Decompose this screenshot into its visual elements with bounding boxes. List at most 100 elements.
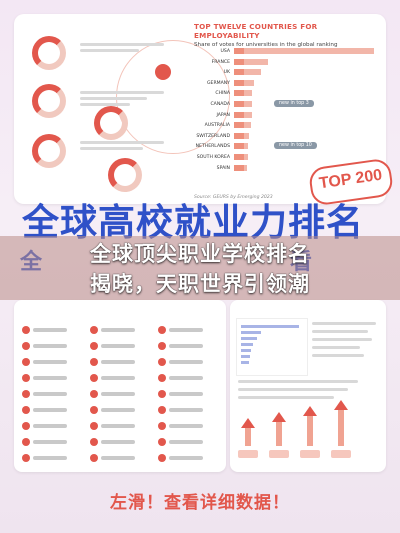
bar — [234, 164, 247, 171]
chart-callout: new in top 3 — [274, 100, 314, 107]
list-item — [158, 354, 203, 370]
overlay-title-line-1: 全球顶尖职业学校排名 — [90, 242, 310, 266]
growth-arrow-icon — [272, 412, 286, 422]
bar-label: CHINA — [215, 91, 230, 97]
infographic-card: TOP TWELVE COUNTRIES FOR EMPLOYABILITY S… — [14, 14, 386, 204]
list-item — [158, 450, 203, 466]
list-item — [90, 338, 135, 354]
growth-arrow-icon — [334, 400, 348, 410]
growth-arrow-icon — [303, 406, 317, 416]
list-item — [90, 402, 135, 418]
bar-label: GERMANY — [206, 80, 230, 86]
bar-label: SWITZERLAND — [196, 133, 230, 139]
text-line — [238, 388, 348, 391]
bar — [234, 69, 261, 76]
bar-label: USA — [220, 49, 230, 54]
school-logo-icon — [90, 438, 98, 446]
employability-bar-chart: TOP TWELVE COUNTRIES FOR EMPLOYABILITY S… — [194, 22, 384, 200]
bar — [234, 101, 253, 107]
ranking-list-card — [14, 300, 226, 472]
mini-bar-chart — [236, 318, 308, 376]
school-logo-icon — [22, 406, 30, 414]
bar-label: JAPAN — [216, 112, 230, 118]
list-item — [22, 386, 67, 402]
bar — [234, 122, 251, 129]
growth-arrow-icon — [241, 418, 255, 428]
school-logo-icon — [90, 422, 98, 430]
school-logo-icon — [158, 390, 166, 398]
bar-label: AUSTRALIA — [204, 123, 230, 129]
donut-chart-icon — [32, 36, 66, 70]
bar-area: USA FRANCE UK GERMANY CHINA CANADA JAPAN AUSTRA… — [196, 48, 379, 178]
chart-callout: new in top 10 — [274, 142, 317, 150]
list-item — [90, 370, 135, 386]
school-logo-icon — [90, 358, 98, 366]
school-logo-icon — [90, 406, 98, 414]
school-logo-icon — [158, 326, 166, 334]
list-item — [90, 434, 135, 450]
school-logo-icon — [90, 374, 98, 382]
school-logo-icon — [22, 326, 30, 334]
bar — [234, 90, 253, 97]
list-item — [22, 402, 67, 418]
bar — [234, 58, 268, 65]
list-item — [22, 322, 67, 338]
text-line — [312, 346, 360, 349]
list-item — [90, 418, 135, 434]
list-item — [90, 450, 135, 466]
bar — [234, 154, 248, 160]
text-line — [312, 322, 376, 325]
list-item — [22, 370, 67, 386]
text-line — [312, 330, 368, 333]
school-logo-icon — [158, 358, 166, 366]
bar — [234, 111, 253, 118]
school-logo-icon — [22, 454, 30, 462]
donut-chart-icon — [94, 106, 128, 140]
stat-note — [80, 138, 164, 150]
bar — [234, 143, 248, 150]
school-logo-icon — [158, 374, 166, 382]
list-item — [158, 370, 203, 386]
bar-label: UK — [223, 70, 230, 76]
location-pin-icon — [155, 64, 171, 80]
list-item — [158, 322, 203, 338]
list-item — [22, 418, 67, 434]
list-item — [158, 386, 203, 402]
list-item — [22, 434, 67, 450]
school-logo-icon — [158, 438, 166, 446]
bar-label: NETHERLANDS — [195, 144, 230, 150]
donut-chart-icon — [32, 84, 66, 118]
school-logo-icon — [22, 438, 30, 446]
text-line — [238, 380, 358, 383]
school-logo-icon — [22, 374, 30, 382]
text-line — [312, 338, 372, 341]
list-item — [158, 434, 203, 450]
swipe-cta[interactable]: 左滑！查看详细数据！ — [110, 493, 290, 513]
bar-label: SPAIN — [216, 165, 230, 171]
school-logo-icon — [22, 358, 30, 366]
school-logo-icon — [22, 342, 30, 350]
text-line — [238, 396, 334, 399]
list-item — [90, 386, 135, 402]
bar-label: FRANCE — [211, 59, 230, 65]
analysis-card — [230, 300, 386, 472]
bar — [234, 79, 254, 86]
school-logo-icon — [158, 454, 166, 462]
school-logo-icon — [90, 454, 98, 462]
list-item — [158, 418, 203, 434]
bar — [234, 48, 374, 54]
stat-note — [80, 40, 164, 52]
chart-source: Source: GEURS by Emerging 2023 — [194, 195, 273, 200]
school-logo-icon — [90, 326, 98, 334]
list-item — [22, 450, 67, 466]
donut-chart-icon — [32, 134, 66, 168]
chart-title: TOP TWELVE COUNTRIES FOR EMPLOYABILITY — [194, 22, 318, 40]
school-logo-icon — [90, 390, 98, 398]
stat-note — [80, 88, 164, 106]
bar — [234, 132, 250, 139]
stats-panel — [32, 34, 230, 194]
text-line — [312, 354, 364, 357]
bar-label: CANADA — [210, 102, 230, 107]
list-item — [90, 322, 135, 338]
